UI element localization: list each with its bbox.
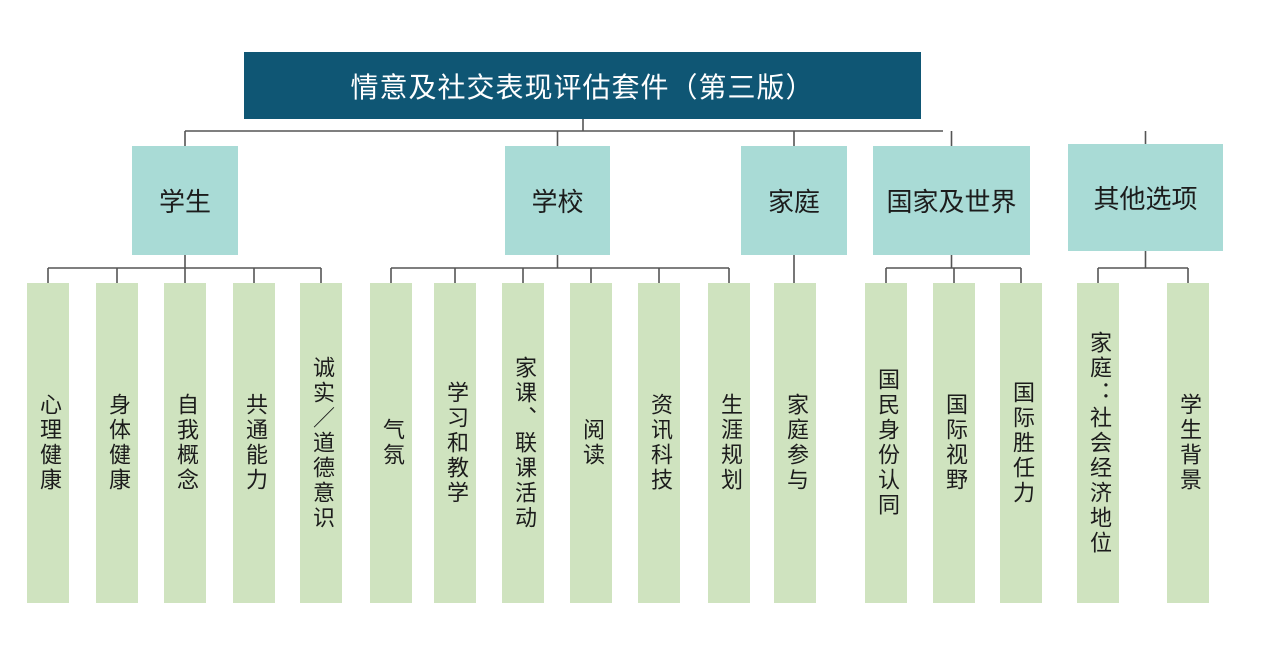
item-mental-health: 心理健康 [27,283,69,603]
item-label: 资讯科技 [647,393,672,493]
item-label: 家庭参与 [783,393,808,493]
item-global-competence: 国际胜任力 [1000,283,1042,603]
item-label: 学生背景 [1176,393,1201,493]
item-self-concept: 自我概念 [164,283,206,603]
item-label: 阅读 [579,418,604,468]
item-learning-teaching: 学习和教学 [434,283,476,603]
item-label: 生涯规划 [717,393,742,493]
category-other-options: 其他选项 [1068,144,1223,251]
item-label: 学习和教学 [443,380,468,506]
item-student-background: 学生背景 [1167,283,1209,603]
item-career-planning: 生涯规划 [708,283,750,603]
item-label: 国际胜任力 [1009,380,1034,506]
item-label: 气氛 [379,418,404,468]
category-school: 学校 [505,146,610,255]
item-label: 国民身份认同 [874,368,899,518]
category-student: 学生 [132,146,238,255]
item-it: 资讯科技 [638,283,680,603]
item-label: 家课、联课活动 [511,355,536,531]
item-label: 共通能力 [242,393,267,493]
category-family: 家庭 [741,146,847,255]
item-label: 诚实／道德意识 [309,355,334,531]
item-reading: 阅读 [570,283,612,603]
item-physical-health: 身体健康 [96,283,138,603]
item-label: 身体健康 [105,393,130,493]
item-homework-activities: 家课、联课活动 [502,283,544,603]
item-label: 自我概念 [173,393,198,493]
item-honesty-morality: 诚实／道德意识 [300,283,342,603]
item-family-ses: 家庭：社会经济地位 [1077,283,1119,603]
diagram-title: 情意及社交表现评估套件（第三版） [244,52,921,119]
item-label: 家庭：社会经济地位 [1086,330,1111,556]
item-global-perspective: 国际视野 [933,283,975,603]
item-label: 国际视野 [942,393,967,493]
item-label: 心理健康 [36,393,61,493]
item-national-identity: 国民身份认同 [865,283,907,603]
item-generic-skills: 共通能力 [233,283,275,603]
item-climate: 气氛 [370,283,412,603]
category-nation-world: 国家及世界 [873,146,1030,255]
item-family-participation: 家庭参与 [774,283,816,603]
